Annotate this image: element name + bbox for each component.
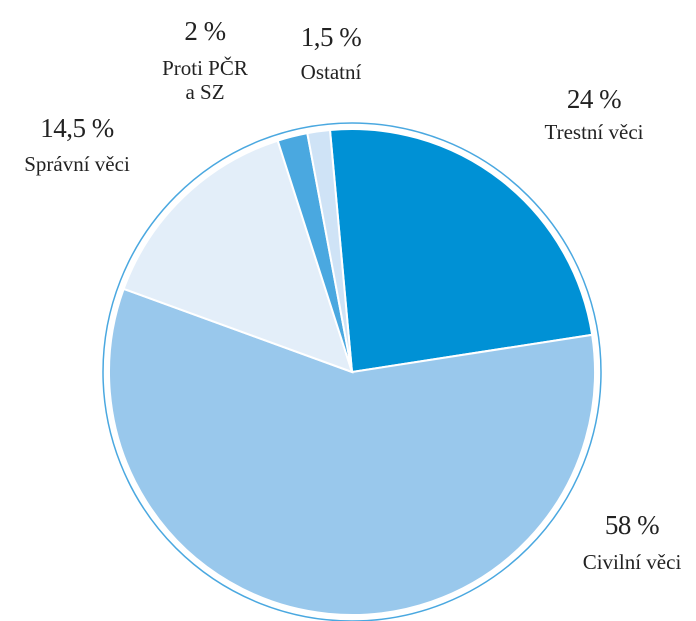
outer-ring <box>102 122 602 621</box>
category-label: Proti PČR a SZ <box>162 56 248 105</box>
pie-slice <box>108 287 596 616</box>
value-label: 58 % <box>604 510 660 540</box>
value-label: 2 % <box>184 16 226 46</box>
pie-slice <box>122 139 354 374</box>
category-label: Trestní věci <box>544 120 644 144</box>
pie-slice <box>328 128 594 374</box>
pie-slice <box>306 128 353 373</box>
category-label: Ostatní <box>300 60 362 84</box>
category-label: Civilní věci <box>582 550 682 574</box>
category-label: Správní věci <box>24 152 130 176</box>
value-label: 14,5 % <box>40 113 114 143</box>
value-label: 24 % <box>566 84 622 114</box>
value-label: 1,5 % <box>300 22 362 52</box>
